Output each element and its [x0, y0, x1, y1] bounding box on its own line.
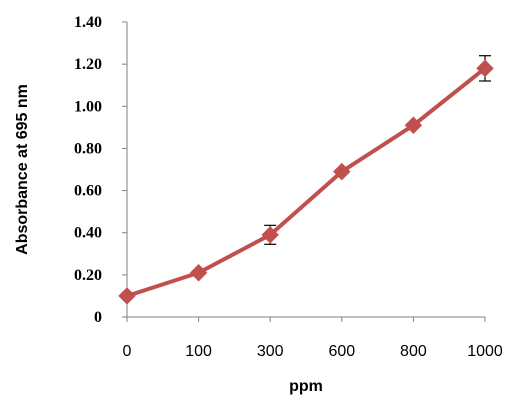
data-point [261, 226, 279, 244]
y-tick-label: 0 [94, 309, 102, 326]
y-axis-title: Absorbance at 695 nm [14, 84, 31, 255]
series-group [118, 55, 494, 305]
y-tick-label: 0.80 [74, 140, 102, 157]
data-point [189, 264, 208, 282]
y-tick-label: 1.20 [74, 56, 102, 73]
x-axis-ticks: 0 100 300 600 800 1000 [123, 317, 503, 360]
data-point [118, 287, 136, 305]
x-tick-label: 600 [328, 343, 355, 360]
y-tick-label: 0.40 [74, 225, 102, 242]
y-tick-label: 1.00 [74, 98, 102, 115]
x-tick-label: 0 [123, 343, 132, 360]
data-point [476, 59, 494, 78]
x-tick-label: 300 [257, 343, 284, 360]
y-tick-label: 1.40 [74, 14, 102, 31]
y-tick-label: 0.60 [74, 183, 102, 200]
x-tick-label: 1000 [467, 343, 503, 360]
x-axis-title: ppm [289, 378, 323, 395]
data-point [333, 162, 351, 181]
y-axis-ticks: 0 0.20 0.40 0.60 0.80 1.00 1.20 1.40 [74, 14, 127, 326]
series-line [126, 66, 487, 298]
x-tick-label: 100 [185, 343, 212, 360]
x-tick-label: 800 [400, 343, 427, 360]
data-point [404, 116, 423, 134]
y-tick-label: 0.20 [74, 267, 102, 284]
